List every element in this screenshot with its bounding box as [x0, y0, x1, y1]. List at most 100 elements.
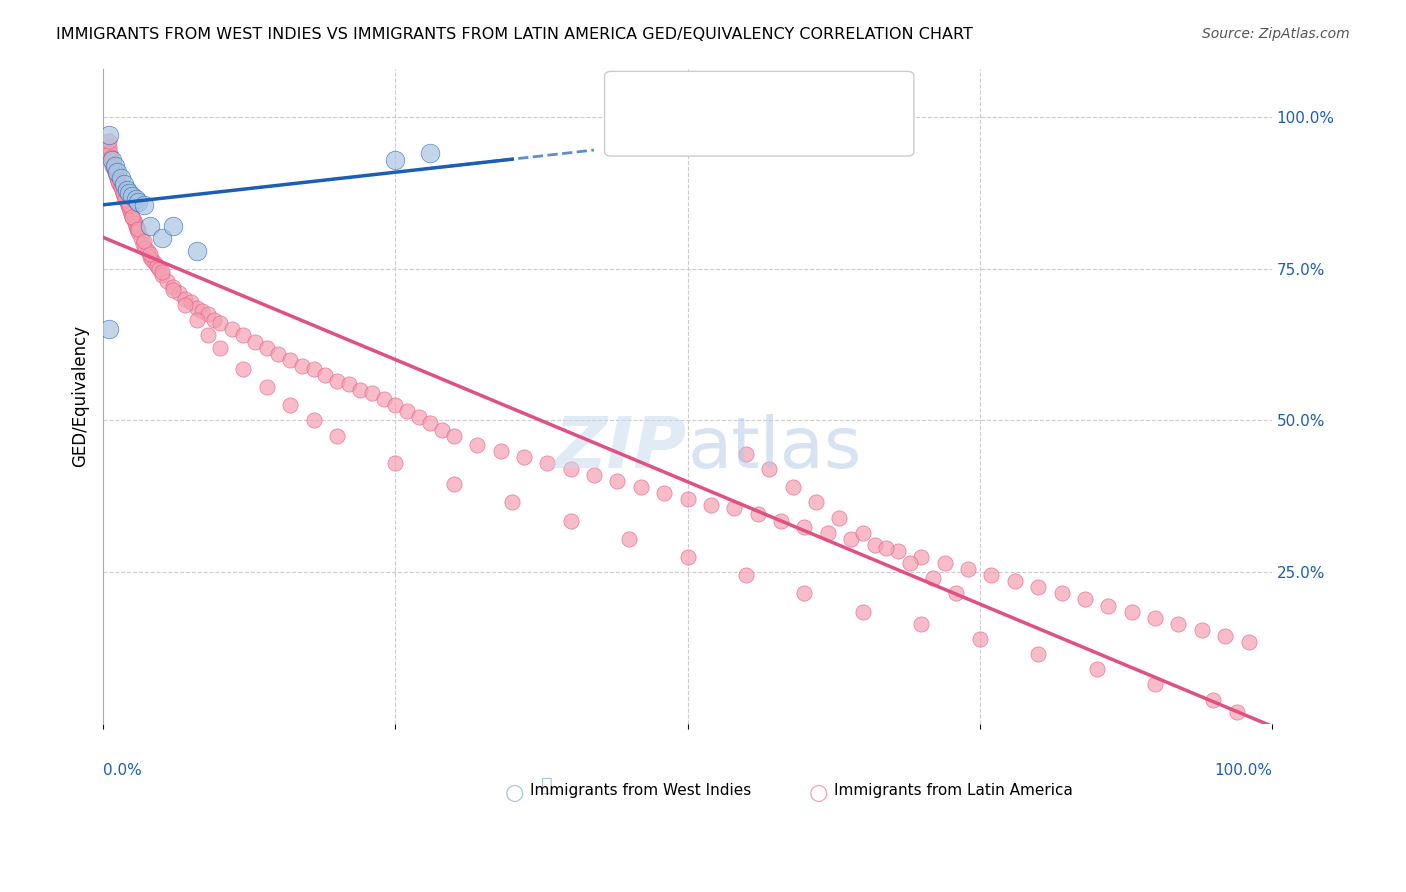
- Point: [700, 499, 723, 513]
- Point: [115, 194, 138, 209]
- Point: [267, 347, 290, 361]
- Point: [513, 450, 536, 464]
- Point: [134, 240, 156, 254]
- Text: R =: R =: [665, 89, 699, 104]
- Point: [100, 149, 122, 163]
- Text: Immigrants from Latin America: Immigrants from Latin America: [834, 783, 1073, 797]
- Point: [839, 532, 862, 546]
- Point: [852, 605, 875, 619]
- Point: [221, 322, 243, 336]
- Text: ○: ○: [505, 783, 524, 803]
- Point: [747, 508, 769, 522]
- Point: [804, 495, 827, 509]
- Point: [676, 549, 699, 564]
- Point: [167, 286, 190, 301]
- Point: [384, 456, 406, 470]
- Point: [419, 417, 441, 431]
- Point: [174, 298, 197, 312]
- Point: [430, 423, 453, 437]
- Point: [408, 410, 430, 425]
- Point: [143, 255, 166, 269]
- Point: [910, 616, 932, 631]
- Point: [1121, 605, 1143, 619]
- Point: [103, 161, 125, 176]
- Point: [127, 225, 149, 239]
- Point: [980, 568, 1002, 582]
- Point: [148, 261, 170, 276]
- Text: ZIP: ZIP: [555, 414, 688, 483]
- Point: [122, 213, 145, 227]
- Point: [769, 514, 792, 528]
- Point: [758, 462, 780, 476]
- Point: [256, 341, 278, 355]
- Point: [243, 334, 266, 349]
- Point: [118, 201, 141, 215]
- Point: [127, 222, 149, 236]
- Point: [361, 386, 384, 401]
- Point: [735, 568, 758, 582]
- Point: [326, 428, 349, 442]
- Text: 150: 150: [806, 120, 838, 136]
- Point: [395, 404, 418, 418]
- Point: [150, 231, 173, 245]
- Point: [115, 183, 138, 197]
- Point: [103, 159, 125, 173]
- Point: [125, 222, 148, 236]
- Point: [1097, 599, 1119, 613]
- Point: [232, 362, 254, 376]
- Text: ○: ○: [808, 783, 828, 803]
- Text: Immigrants from West Indies: Immigrants from West Indies: [530, 783, 751, 797]
- Point: [278, 352, 301, 367]
- Point: [108, 177, 131, 191]
- Point: [150, 265, 173, 279]
- Point: [112, 177, 135, 191]
- Point: [125, 219, 148, 234]
- Point: [156, 274, 179, 288]
- Point: [1026, 580, 1049, 594]
- Point: [232, 328, 254, 343]
- Point: [735, 447, 758, 461]
- Text: -0.540: -0.540: [703, 120, 758, 136]
- Point: [132, 237, 155, 252]
- Point: [174, 292, 197, 306]
- Point: [202, 313, 225, 327]
- Point: [110, 179, 132, 194]
- Text: Source: ZipAtlas.com: Source: ZipAtlas.com: [1202, 27, 1350, 41]
- Point: [723, 501, 745, 516]
- Point: [104, 164, 127, 178]
- Point: [98, 140, 121, 154]
- Point: [793, 586, 815, 600]
- Text: ⬜: ⬜: [541, 776, 553, 796]
- Point: [630, 480, 652, 494]
- Point: [114, 192, 136, 206]
- Point: [560, 514, 582, 528]
- Point: [112, 189, 135, 203]
- Point: [118, 204, 141, 219]
- Point: [98, 146, 121, 161]
- Point: [1226, 705, 1249, 719]
- Point: [828, 510, 851, 524]
- Point: [1202, 692, 1225, 706]
- Point: [101, 153, 124, 167]
- Point: [136, 244, 159, 258]
- Point: [132, 198, 155, 212]
- Point: [117, 198, 139, 212]
- Point: [111, 186, 134, 200]
- Point: [104, 159, 127, 173]
- Point: [107, 174, 129, 188]
- Point: [111, 186, 134, 200]
- Point: [349, 383, 371, 397]
- Point: [197, 328, 219, 343]
- Point: [191, 304, 214, 318]
- Point: [110, 179, 132, 194]
- Text: 0.0%: 0.0%: [103, 764, 142, 778]
- Point: [934, 556, 956, 570]
- Point: [326, 374, 349, 388]
- Point: [652, 486, 675, 500]
- Point: [489, 443, 512, 458]
- Point: [121, 210, 143, 224]
- Point: [98, 128, 121, 143]
- Point: [162, 280, 184, 294]
- Point: [120, 207, 142, 221]
- Point: [898, 556, 921, 570]
